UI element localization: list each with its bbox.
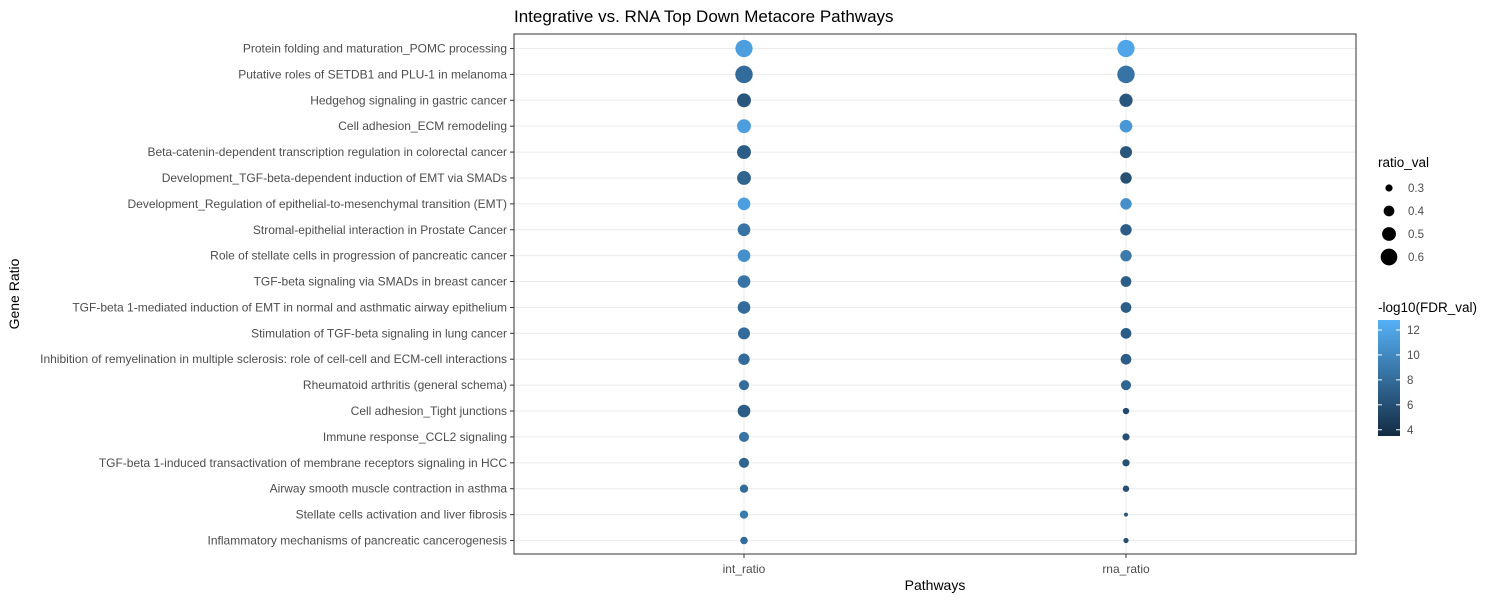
x-tick-label: int_ratio [723,562,766,576]
data-point [1122,433,1130,441]
y-tick-label: Airway smooth muscle contraction in asth… [270,482,508,496]
data-point [737,145,751,160]
data-point [1117,65,1135,84]
y-tick-label: Stellate cells activation and liver fibr… [296,508,507,522]
y-tick-label: Stimulation of TGF-beta signaling in lun… [251,326,507,340]
y-tick-label: Role of stellate cells in progression of… [210,249,507,263]
data-point [737,197,751,211]
y-tick-label: Inflammatory mechanisms of pancreatic ca… [208,534,507,548]
x-axis-title: Pathways [905,577,966,593]
data-point [1120,302,1132,313]
plot-panel-border [513,33,1357,555]
y-tick-label: Cell adhesion_ECM remodeling [338,119,507,133]
data-point [737,327,751,340]
data-point [1119,93,1133,107]
data-point [1120,249,1132,262]
size-legend-key [1385,184,1393,192]
data-points [735,39,1135,545]
data-point [1119,119,1133,133]
data-point [735,65,753,84]
color-legend-ticks: 4 6 8 10 12 [1378,325,1420,437]
y-tick-label: Development_Regulation of epithelial-to-… [127,197,507,211]
data-point [737,93,751,108]
y-tick-label: Rheumatoid arthritis (general schema) [303,378,507,392]
data-point [735,39,753,58]
data-point [1122,485,1130,492]
data-point [1120,172,1132,184]
data-point [1119,146,1133,159]
color-legend-label: 10 [1407,350,1420,362]
y-tick-label: Beta-catenin-dependent transcription reg… [147,145,507,159]
y-axis-ticks: Protein folding and maturation_POMC proc… [40,42,514,548]
data-point [1120,353,1132,365]
size-legend-items: 0.3 0.4 0.5 0.6 [1380,183,1425,266]
data-point [738,353,750,365]
size-legend-label: 0.6 [1408,252,1424,264]
data-point [737,249,751,262]
color-legend-title: -log10(FDR_val) [1378,300,1477,315]
data-point [737,119,751,134]
data-point [1124,512,1128,517]
size-legend-label: 0.3 [1408,183,1424,195]
color-legend-label: 4 [1407,425,1414,437]
data-point [738,457,750,468]
y-tick-label: Cell adhesion_Tight junctions [351,404,507,418]
size-legend-key [1382,227,1396,241]
size-legend: ratio_val 0.3 0.4 0.5 0.6 [1378,155,1429,266]
size-legend-label: 0.4 [1408,206,1425,218]
data-point [737,301,751,314]
y-tick-label: Development_TGF-beta-dependent induction… [162,171,507,185]
data-point [737,171,751,185]
data-point [739,510,749,519]
data-point [1120,224,1132,236]
color-legend-label: 6 [1407,400,1413,412]
data-point [738,431,750,442]
size-legend-title: ratio_val [1378,155,1429,170]
data-point [1120,198,1132,210]
data-point [738,380,750,391]
data-point [1120,380,1132,391]
y-tick-label: Protein folding and maturation_POMC proc… [243,42,507,56]
y-tick-label: TGF-beta 1-mediated induction of EMT in … [72,300,507,314]
y-tick-label: TGF-beta 1-induced transactivation of me… [99,456,508,470]
y-tick-label: Inhibition of remyelination in multiple … [40,352,507,366]
y-tick-label: Immune response_CCL2 signaling [323,430,507,444]
size-legend-label: 0.5 [1408,229,1424,241]
data-point [1122,459,1130,467]
y-tick-label: Putative roles of SETDB1 and PLU-1 in me… [238,67,507,81]
data-point [737,223,751,237]
color-legend: -log10(FDR_val) 4 6 8 10 12 [1378,300,1477,437]
color-legend-label: 12 [1407,325,1420,337]
y-axis-title: Gene Ratio [6,258,22,329]
data-point [1117,39,1135,58]
x-tick-label: rna_ratio [1102,562,1150,576]
size-legend-key [1383,205,1395,217]
color-legend-bar [1378,320,1400,436]
data-point [737,275,751,288]
color-legend-label: 8 [1407,375,1413,387]
data-point [1120,276,1132,287]
y-tick-label: TGF-beta signaling via SMADs in breast c… [254,275,507,289]
x-axis-ticks: int_ratio rna_ratio [723,554,1150,576]
size-legend-key [1380,248,1398,266]
data-point [737,404,751,418]
y-tick-label: Stromal-epithelial interaction in Prosta… [253,223,507,237]
data-point [740,536,748,545]
data-point [1122,407,1130,415]
data-point [1123,537,1129,544]
grid-lines [514,34,1356,554]
data-point [739,484,749,493]
data-point [1120,327,1132,339]
chart-title: Integrative vs. RNA Top Down Metacore Pa… [514,7,894,26]
y-tick-label: Hedgehog signaling in gastric cancer [310,93,507,107]
